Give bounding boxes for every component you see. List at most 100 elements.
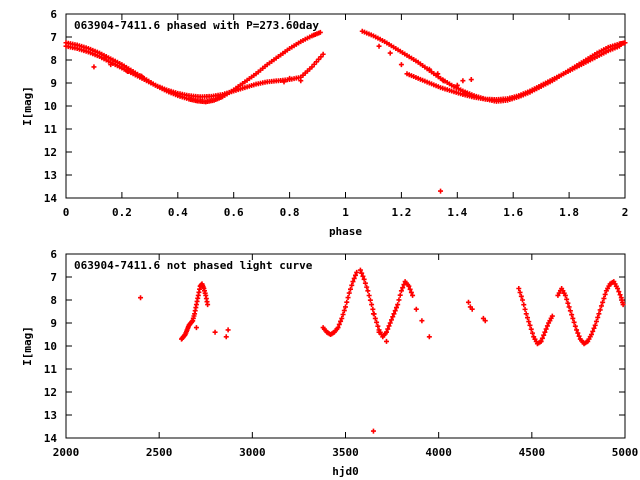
- data-point: [411, 57, 417, 63]
- x-tick-label: 3500: [332, 446, 359, 459]
- data-point: [435, 71, 441, 77]
- data-point: [544, 323, 550, 329]
- data-point: [601, 47, 607, 53]
- data-point: [94, 53, 100, 59]
- data-point: [387, 320, 393, 326]
- data-point: [444, 80, 450, 86]
- data-point: [383, 338, 389, 344]
- data-point: [549, 313, 555, 319]
- data-point: [117, 60, 123, 66]
- data-point: [362, 29, 368, 35]
- data-point: [309, 64, 315, 70]
- data-point: [311, 61, 317, 67]
- data-point: [402, 51, 408, 57]
- data-point: [585, 56, 591, 62]
- data-point: [269, 58, 275, 64]
- data-point: [547, 318, 553, 324]
- data-point: [383, 329, 389, 335]
- data-point: [449, 82, 455, 88]
- data-point: [92, 48, 98, 54]
- data-point: [368, 32, 374, 38]
- y-tick-label: 14: [44, 432, 58, 445]
- data-point: [138, 73, 144, 79]
- data-point: [565, 69, 571, 74]
- data-point: [597, 307, 603, 313]
- data-point: [123, 67, 129, 73]
- data-point: [600, 299, 606, 305]
- data-point: [410, 292, 416, 298]
- data-point: [101, 52, 107, 58]
- data-point: [596, 49, 602, 55]
- data-point: [467, 304, 473, 310]
- data-point: [603, 49, 609, 55]
- data-point: [366, 292, 372, 298]
- data-point: [463, 90, 469, 96]
- data-point: [91, 64, 97, 70]
- x-tick-label: 1: [342, 206, 349, 219]
- data-point: [577, 336, 583, 342]
- data-point: [615, 286, 621, 292]
- data-point: [591, 325, 597, 331]
- data-point: [605, 48, 611, 54]
- x-tick-label: 1.4: [447, 206, 467, 219]
- data-point: [398, 288, 404, 294]
- data-point: [517, 289, 523, 295]
- data-point: [246, 76, 252, 82]
- data-point: [130, 71, 136, 77]
- data-point: [114, 63, 120, 69]
- data-point: [193, 305, 199, 311]
- data-point: [590, 328, 596, 334]
- data-point: [595, 314, 601, 320]
- data-point: [298, 39, 304, 45]
- data-point: [404, 71, 410, 77]
- y-axis-label: I[mag]: [21, 326, 34, 366]
- data-point: [465, 299, 471, 305]
- data-point: [349, 282, 355, 288]
- data-point: [92, 52, 98, 58]
- data-point: [293, 41, 299, 47]
- data-point: [282, 49, 288, 55]
- data-point: [390, 314, 396, 320]
- data-point: [364, 284, 370, 290]
- data-point: [607, 47, 613, 53]
- data-point: [590, 53, 596, 59]
- data-point: [375, 35, 381, 41]
- data-point: [521, 302, 527, 308]
- data-point: [569, 312, 575, 318]
- data-point: [587, 54, 593, 60]
- data-point: [137, 74, 143, 80]
- data-point: [298, 78, 304, 84]
- data-point: [318, 54, 324, 60]
- data-point: [192, 308, 198, 314]
- data-point: [225, 327, 231, 333]
- data-point: [469, 306, 475, 312]
- y-tick-label: 11: [44, 123, 58, 136]
- data-point: [567, 308, 573, 314]
- x-tick-label: 4000: [425, 446, 452, 459]
- data-point: [572, 323, 578, 329]
- data-point: [420, 77, 426, 83]
- data-point: [567, 67, 573, 73]
- data-point: [460, 88, 466, 94]
- data-point: [374, 319, 380, 325]
- data-point: [262, 63, 268, 69]
- data-point: [266, 60, 272, 66]
- x-tick-label: 1.6: [503, 206, 523, 219]
- data-point: [534, 85, 540, 91]
- data-point: [440, 78, 446, 84]
- data-point: [522, 306, 528, 312]
- data-point: [419, 318, 425, 324]
- data-point: [382, 39, 388, 45]
- data-point: [313, 59, 319, 65]
- data-point: [273, 55, 279, 61]
- data-point: [585, 338, 591, 344]
- data-point: [205, 302, 211, 308]
- y-tick-label: 6: [50, 248, 57, 261]
- data-point: [396, 297, 402, 303]
- data-point: [150, 81, 156, 87]
- x-tick-label: 1.2: [391, 206, 411, 219]
- data-point: [603, 288, 609, 294]
- data-points: [138, 267, 626, 434]
- data-point: [407, 286, 413, 292]
- data-point: [321, 326, 327, 332]
